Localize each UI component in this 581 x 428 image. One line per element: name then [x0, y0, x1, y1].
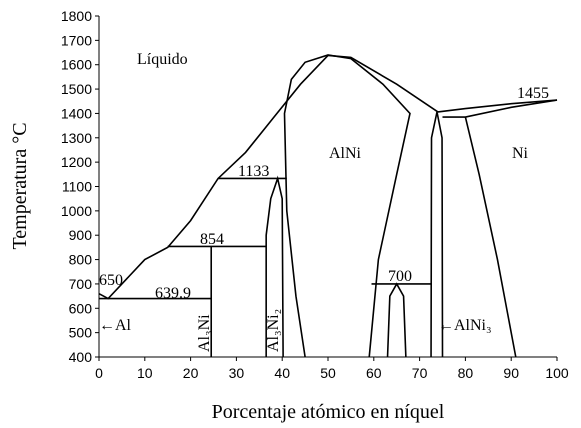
annotation: 639.9 — [155, 285, 191, 302]
x-tick-label: 90 — [503, 365, 519, 381]
y-tick-label: 1000 — [61, 203, 92, 219]
phase-boundary — [464, 116, 517, 358]
y-tick-label: 1700 — [61, 32, 92, 48]
phase-boundary — [437, 99, 558, 113]
phase-boundary — [430, 111, 444, 358]
annotation: Al₃Ni — [196, 314, 213, 352]
x-tick-label: 60 — [366, 365, 382, 381]
phase-boundary — [442, 99, 558, 118]
x-tick-label: 0 — [95, 365, 103, 381]
annotation: 1133 — [238, 163, 269, 180]
y-tick-label: 900 — [69, 227, 93, 243]
y-tick-label: 700 — [69, 276, 93, 292]
y-tick-label: 1600 — [61, 57, 92, 73]
y-tick-label: 1400 — [61, 105, 92, 121]
x-axis-title: Porcentaje atómico en níquel — [212, 401, 445, 423]
y-axis-title: Temperatura °C — [9, 122, 31, 249]
annotation: 1455 — [517, 85, 549, 102]
y-tick-label: 1500 — [61, 81, 92, 97]
phase-boundary — [386, 282, 407, 358]
phase-boundary — [265, 175, 284, 358]
y-tick-label: 1300 — [61, 130, 92, 146]
x-tick-label: 20 — [183, 365, 199, 381]
annotation: AlNi — [329, 145, 362, 162]
x-tick-label: 30 — [229, 365, 245, 381]
annotation: 854 — [200, 231, 224, 248]
x-tick-label: 40 — [274, 365, 290, 381]
phase-boundary — [98, 54, 329, 300]
x-tick-label: 10 — [137, 365, 153, 381]
x-tick-label: 100 — [545, 365, 569, 381]
y-tick-label: 400 — [69, 349, 93, 365]
phase-boundary — [283, 54, 411, 358]
y-tick-label: 500 — [69, 325, 93, 341]
y-tick-label: 1800 — [61, 8, 92, 24]
annotation: ←Al — [99, 317, 132, 334]
x-tick-label: 50 — [320, 365, 336, 381]
y-tick-label: 1100 — [62, 179, 92, 195]
annotation: ←AlNi₃ — [438, 317, 492, 334]
annotation: Líquido — [137, 51, 188, 68]
annotation: Al₃Ni₂ — [265, 309, 282, 352]
annotation: 700 — [388, 268, 412, 285]
annotation: 650 — [99, 272, 123, 289]
x-tick-label: 80 — [458, 365, 474, 381]
x-tick-label: 70 — [412, 365, 428, 381]
y-tick-label: 600 — [69, 300, 93, 316]
y-tick-label: 1200 — [61, 154, 92, 170]
y-tick-label: 800 — [69, 252, 93, 268]
annotation: Ni — [512, 145, 529, 162]
